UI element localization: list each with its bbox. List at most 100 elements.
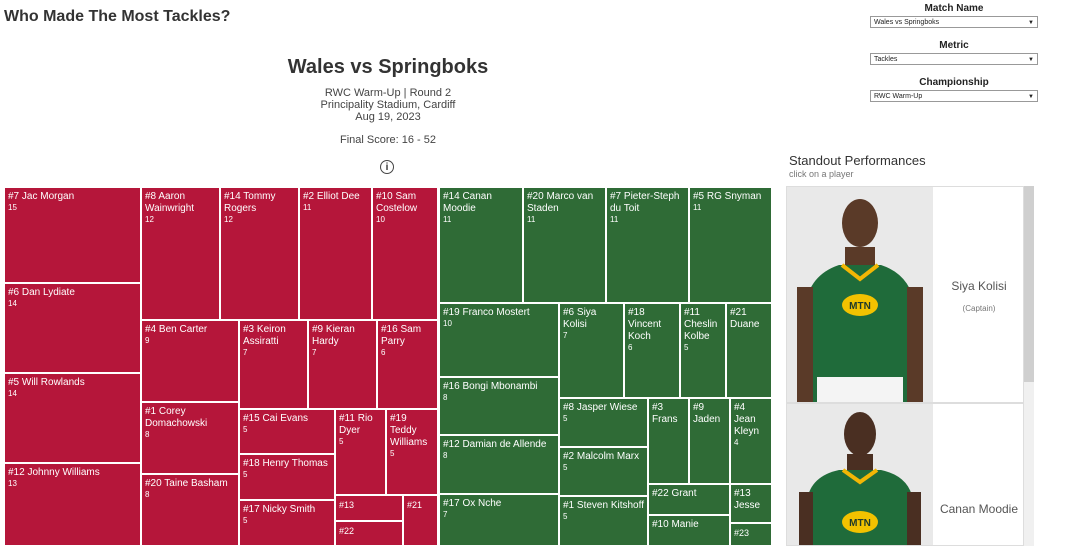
player-name: #19 Teddy Williams	[390, 413, 428, 448]
filter-label: Match Name	[924, 3, 984, 14]
player-tile[interactable]: #11 Rio Dyer 5	[335, 409, 386, 495]
filter-label: Metric	[939, 40, 969, 51]
player-name: #4 Ben Carter	[145, 324, 208, 335]
player-tile[interactable]: #3 Keiron Assiratti 7	[239, 320, 308, 409]
player-tile[interactable]: #8 Aaron Wainwright 12	[141, 187, 220, 320]
filter-metric[interactable]: Metric Tackles ▼	[868, 40, 1040, 65]
player-name: #20 Marco van Staden	[527, 191, 594, 214]
player-tile[interactable]: #3 Frans	[648, 398, 689, 484]
player-tile[interactable]: #8 Jasper Wiese 5	[559, 398, 648, 447]
player-tile[interactable]: #19 Teddy Williams 5	[386, 409, 438, 495]
player-tile[interactable]: #13 Jesse	[730, 484, 772, 523]
select-value: Tackles	[874, 56, 898, 63]
player-name: #3 Keiron Assiratti	[243, 324, 286, 347]
player-tile[interactable]: #23	[730, 523, 772, 546]
player-name: #14 Canan Moodie	[443, 191, 492, 214]
metric-select[interactable]: Tackles ▼	[870, 53, 1038, 65]
player-tile[interactable]: #5 RG Snyman 11	[689, 187, 772, 303]
chevron-down-icon[interactable]: ▼	[1028, 57, 1034, 63]
player-tile[interactable]: #12 Johnny Williams 13	[4, 463, 141, 546]
player-name: #9 Jaden	[693, 402, 721, 425]
player-name: #17 Nicky Smith	[243, 504, 316, 515]
filter-championship[interactable]: Championship RWC Warm-Up ▼	[868, 77, 1040, 102]
chevron-down-icon[interactable]: ▼	[1028, 94, 1034, 100]
tackle-count: 14	[8, 299, 17, 308]
tackle-count: 8	[443, 451, 448, 460]
player-tile[interactable]: #15 Cai Evans 5	[239, 409, 335, 454]
tackle-count: 11	[610, 215, 619, 224]
player-card[interactable]: MTN Canan Moodie	[786, 403, 1024, 546]
chevron-down-icon[interactable]: ▼	[1028, 20, 1034, 26]
player-tile[interactable]: #5 Will Rowlands 14	[4, 373, 141, 463]
player-name: #22	[339, 526, 355, 536]
player-tile[interactable]: #19 Franco Mostert 10	[439, 303, 559, 377]
player-tile[interactable]: #9 Kieran Hardy 7	[308, 320, 377, 409]
standout-title: Standout Performances	[789, 153, 926, 168]
tackle-count: 7	[312, 348, 317, 357]
shirt-logo: MTN	[849, 518, 871, 529]
player-tile[interactable]: #9 Jaden	[689, 398, 730, 484]
info-icon[interactable]: i	[380, 160, 394, 174]
player-name: #11 Cheslin Kolbe	[684, 307, 718, 342]
player-tile[interactable]: #21	[403, 495, 438, 546]
select-value: RWC Warm-Up	[874, 93, 923, 100]
player-name: #21	[407, 500, 423, 510]
player-tile[interactable]: #17 Nicky Smith 5	[239, 500, 335, 546]
player-tile[interactable]: #18 Henry Thomas 5	[239, 454, 335, 500]
player-name: #11 Rio Dyer	[339, 413, 373, 436]
player-tile[interactable]: #1 Corey Domachowski 8	[141, 402, 239, 474]
player-tile[interactable]: #7 Jac Morgan 15	[4, 187, 141, 283]
player-tile[interactable]: #6 Dan Lydiate 14	[4, 283, 141, 373]
filter-match-name[interactable]: Match Name Wales vs Springboks ▼	[868, 3, 1040, 28]
player-tile[interactable]: #1 Steven Kitshoff 5	[559, 496, 648, 546]
player-tile[interactable]: #22	[335, 521, 403, 546]
player-tile[interactable]: #17 Ox Nche 7	[439, 494, 559, 546]
player-tile[interactable]: #7 Pieter-Steph du Toit 11	[606, 187, 689, 303]
player-name: #15 Cai Evans	[243, 413, 309, 424]
player-tile[interactable]: #14 Canan Moodie 11	[439, 187, 523, 303]
player-tile[interactable]: #11 Cheslin Kolbe 5	[680, 303, 726, 398]
match-venue: Principality Stadium, Cardiff	[320, 99, 456, 111]
tackle-count: 11	[303, 203, 312, 212]
tackle-count: 8	[145, 430, 150, 439]
match-select[interactable]: Wales vs Springboks ▼	[870, 16, 1038, 28]
player-tile[interactable]: #2 Elliot Dee 11	[299, 187, 372, 320]
player-tile[interactable]: #10 Sam Costelow 10	[372, 187, 438, 320]
player-tile[interactable]: #13	[335, 495, 403, 521]
player-tile[interactable]: #12 Damian de Allende 8	[439, 435, 559, 494]
player-name: #3 Frans	[652, 402, 678, 425]
player-tile[interactable]: #22 Grant	[648, 484, 730, 515]
player-tile[interactable]: #4 Ben Carter 9	[141, 320, 239, 402]
player-tile[interactable]: #6 Siya Kolisi 7	[559, 303, 624, 398]
player-name: #22 Grant	[652, 488, 697, 499]
tackle-count: 12	[224, 215, 233, 224]
scrollbar-thumb[interactable]	[1024, 186, 1034, 382]
player-name: #16 Bongi Mbonambi	[443, 381, 538, 392]
player-name: #16 Sam Parry	[381, 324, 422, 347]
player-tile[interactable]: #20 Taine Basham 8	[141, 474, 239, 546]
player-tile[interactable]: #21 Duane	[726, 303, 772, 398]
player-tile[interactable]: #2 Malcolm Marx 5	[559, 447, 648, 496]
player-tile[interactable]: #10 Manie	[648, 515, 730, 546]
player-name: #10 Manie	[652, 519, 699, 530]
tackle-count: 11	[443, 215, 452, 224]
player-name: #6 Dan Lydiate	[8, 287, 75, 298]
player-name: #4 Jean Kleyn	[734, 402, 760, 437]
tackle-count: 6	[381, 348, 386, 357]
player-tile[interactable]: #16 Sam Parry 6	[377, 320, 438, 409]
championship-select[interactable]: RWC Warm-Up ▼	[870, 90, 1038, 102]
player-tile[interactable]: #4 Jean Kleyn 4	[730, 398, 772, 484]
player-card[interactable]: MTN Siya Kolisi (Captain)	[786, 186, 1024, 403]
tackle-count: 14	[8, 389, 17, 398]
match-score: Final Score: 16 - 52	[340, 134, 436, 146]
select-value: Wales vs Springboks	[874, 19, 940, 26]
player-name: #19 Franco Mostert	[443, 307, 530, 318]
player-name: #14 Tommy Rogers	[224, 191, 276, 214]
player-tile[interactable]: #18 Vincent Koch 6	[624, 303, 680, 398]
player-name: #18 Henry Thomas	[243, 458, 328, 469]
player-tile[interactable]: #16 Bongi Mbonambi 8	[439, 377, 559, 435]
player-tile[interactable]: #20 Marco van Staden 11	[523, 187, 606, 303]
player-name: #12 Johnny Williams	[8, 467, 100, 478]
tackle-count: 15	[8, 203, 17, 212]
player-tile[interactable]: #14 Tommy Rogers 12	[220, 187, 299, 320]
